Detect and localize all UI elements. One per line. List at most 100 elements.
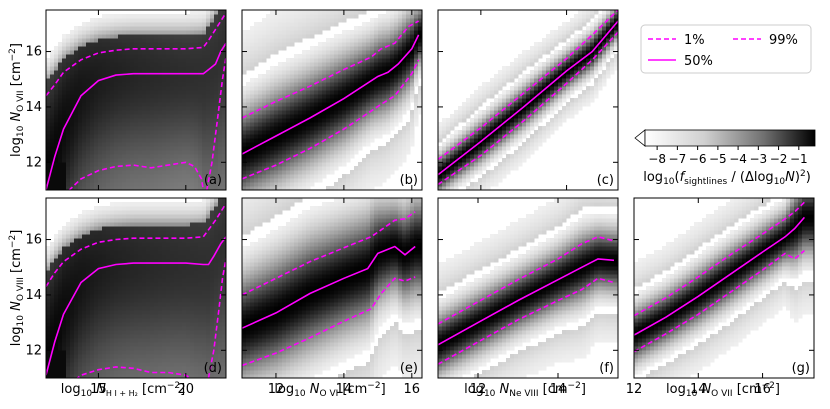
panel-a-heatmap-cell (122, 86, 127, 91)
panel-c-heatmap-cell (438, 150, 443, 155)
panel-a-heatmap-cell (190, 34, 195, 39)
panel-b-heatmap-cell (378, 182, 383, 187)
panel-b-heatmap-cell (302, 26, 307, 31)
panel-c-heatmap-cell (462, 118, 467, 123)
panel-d-heatmap-cell (62, 270, 67, 275)
panel-a-heatmap-cell (214, 18, 219, 23)
panel-b-heatmap-cell (294, 74, 299, 79)
panel-c-heatmap-cell (530, 126, 535, 131)
panel-b-heatmap-cell (298, 38, 303, 43)
panel-c-heatmap-cell (518, 154, 523, 159)
panel-b-heatmap-cell (386, 114, 391, 119)
panel-a-heatmap-cell (138, 158, 143, 163)
panel-d-heatmap-cell (50, 258, 55, 263)
panel-c-heatmap-cell (610, 50, 615, 55)
panel-a-heatmap-cell (70, 50, 75, 55)
panel-b-heatmap-cell (254, 130, 259, 135)
panel-d-heatmap-cell (62, 282, 67, 287)
panel-d-heatmap-cell (66, 366, 71, 371)
panel-a-heatmap-cell (202, 150, 207, 155)
panel-b-heatmap-cell (386, 118, 391, 123)
panel-b-heatmap-cell (250, 158, 255, 163)
panel-a-heatmap-cell (210, 10, 215, 15)
panel-a-heatmap-cell (122, 146, 127, 151)
panel-a-heatmap-cell (138, 22, 143, 27)
panel-b-heatmap-cell (382, 130, 387, 135)
panel-a-heatmap-cell (106, 154, 111, 159)
panel-c-heatmap-cell (490, 102, 495, 107)
panel-c-heatmap-cell (526, 150, 531, 155)
panel-b-heatmap-cell (314, 90, 319, 95)
panel-d-heatmap-cell (50, 250, 55, 255)
panel-b-heatmap-cell (346, 42, 351, 47)
panel-a-heatmap-cell (214, 106, 219, 111)
panel-b-heatmap-cell (362, 94, 367, 99)
panel-c-heatmap-cell (550, 42, 555, 47)
panel-a-heatmap-cell (154, 182, 159, 187)
panel-b-heatmap-cell (318, 134, 323, 139)
panel-a-heatmap-cell (50, 134, 55, 139)
panel-a-heatmap-cell (58, 98, 63, 103)
panel-d-heatmap-cell (50, 366, 55, 371)
panel-b-heatmap-cell (354, 126, 359, 131)
panel-c-heatmap-cell (478, 98, 483, 103)
panel-c-heatmap-cell (574, 66, 579, 71)
panel-a-heatmap-cell (138, 58, 143, 63)
panel-c-heatmap-cell (530, 106, 535, 111)
panel-a-heatmap-cell (198, 166, 203, 171)
panel-a-heatmap-cell (150, 182, 155, 187)
panel-a-heatmap-cell (98, 66, 103, 71)
panel-b-heatmap-cell (274, 46, 279, 51)
panel-a-heatmap-cell (110, 62, 115, 67)
panel-c-heatmap-cell (594, 58, 599, 63)
panel-b-heatmap-cell (242, 130, 247, 135)
panel-c-heatmap-cell (466, 178, 471, 183)
panel-a-heatmap-cell (62, 90, 67, 95)
panel-a-heatmap-cell (46, 58, 51, 63)
panel-b-heatmap-cell (398, 30, 403, 35)
panel-a-heatmap-cell (162, 182, 167, 187)
panel-a-heatmap-cell (126, 134, 131, 139)
panel-b-heatmap-cell (294, 158, 299, 163)
panel-a-heatmap-cell (58, 86, 63, 91)
panel-b-heatmap-cell (290, 86, 295, 91)
panel-c-heatmap-cell (498, 146, 503, 151)
panel-c-heatmap-cell (502, 98, 507, 103)
panel-a-heatmap-cell (218, 118, 223, 123)
panel-b-heatmap-cell (318, 70, 323, 75)
panel-b-heatmap-cell (262, 126, 267, 131)
panel-a-heatmap-cell (194, 158, 199, 163)
panel-a-heatmap-cell (198, 14, 203, 19)
panel-b-heatmap-cell (334, 46, 339, 51)
panel-b-heatmap-cell (306, 18, 311, 23)
panel-a-heatmap-cell (142, 66, 147, 71)
panel-b-heatmap-cell (398, 18, 403, 23)
panel-c-heatmap-cell (462, 146, 467, 151)
panel-a-heatmap-cell (58, 90, 63, 95)
panel-a-heatmap-cell (66, 98, 71, 103)
panel-a-heatmap-cell (106, 22, 111, 27)
panel-c-heatmap-cell (526, 54, 531, 59)
panel-a-heatmap-cell (154, 82, 159, 87)
panel-b-heatmap-cell (302, 62, 307, 67)
panel-b-heatmap-cell (286, 142, 291, 147)
panel-d-heatmap-cell (66, 342, 71, 347)
panel-a-heatmap-cell (58, 114, 63, 119)
panel-b-heatmap-cell (298, 162, 303, 167)
panel-a-heatmap-cell (122, 154, 127, 159)
panel-a-heatmap-cell (182, 166, 187, 171)
panel-a-heatmap-cell (166, 110, 171, 115)
panel-b-heatmap-cell (342, 178, 347, 183)
panel-b-heatmap-cell (310, 170, 315, 175)
panel-a-heatmap-cell (166, 86, 171, 91)
panel-b-heatmap-cell (286, 78, 291, 83)
panel-b-heatmap-cell (398, 14, 403, 19)
panel-a-heatmap-cell (182, 154, 187, 159)
panel-b-heatmap-cell (290, 150, 295, 155)
panel-d-heatmap-cell (58, 270, 63, 275)
panel-b-heatmap-cell (382, 126, 387, 131)
panel-c-heatmap-cell (518, 70, 523, 75)
panel-b-heatmap-cell (286, 102, 291, 107)
panel-c-heatmap-cell (478, 150, 483, 155)
panel-b-heatmap-cell (414, 26, 419, 31)
